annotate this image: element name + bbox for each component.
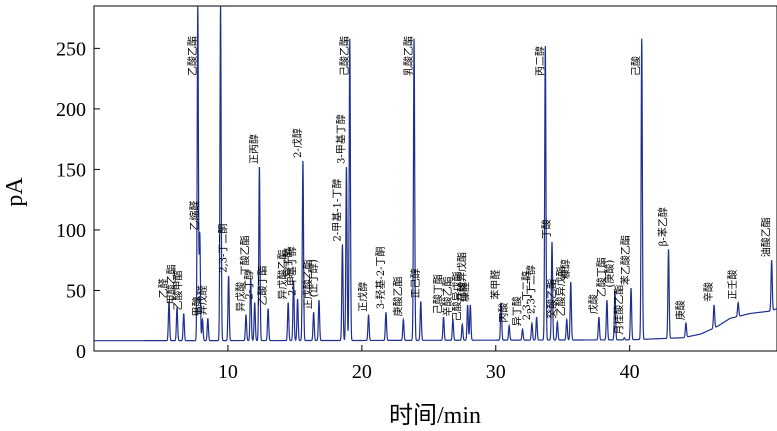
y-tick-label: 100 [56, 220, 86, 242]
peak-label: 辛酸 [702, 282, 715, 302]
peak-label: 月桂酸乙酯 [612, 285, 625, 335]
peak-label: 2,3-丁二醇 [525, 265, 538, 314]
y-axis: 0 50 100 150 200 250 [56, 38, 100, 363]
peak-label: 乙酸乙酯 [186, 36, 199, 76]
peak-label: 庚酸乙酯 [391, 277, 404, 317]
x-tick-label: 10 [218, 361, 238, 383]
peak-label: 苯乙酸乙酯 [619, 235, 632, 285]
peak-label: 2,3-丁二酮 [218, 224, 230, 273]
peak-label: 乙酸甲酯 [172, 271, 185, 311]
peak-label: 2-甲基-1-丁醇 [330, 179, 343, 242]
peak-label: 2-丁醇 [243, 270, 256, 300]
peak-label: 己酸丁酯 [432, 274, 445, 314]
peak-label: 戊酸 [587, 294, 600, 314]
y-tick-label: 200 [56, 99, 86, 121]
y-axis-label: pA [2, 177, 28, 207]
peak-label: 正己醇 [409, 268, 422, 298]
x-tick-label: 30 [486, 361, 506, 383]
peak-label: 2-戊醇 [291, 128, 304, 158]
peak-label: 异丁醇 [282, 248, 295, 278]
peak-label: 正戊醇 [357, 282, 370, 312]
y-tick-label: 50 [66, 280, 86, 302]
chromatogram-trace [94, 5, 777, 342]
peak-label: 3-甲基丁醇 [334, 114, 347, 164]
y-tick-label: 150 [56, 159, 86, 181]
peak-label: 异戊酸乙酯 [276, 250, 289, 300]
peak-label: 乙醛 [157, 278, 170, 298]
peak-label: 己酸异戊酯 [456, 252, 469, 302]
peak-label: 丁酸乙酯 [239, 235, 252, 275]
peak-label: 己酸异戊酯 [450, 271, 463, 321]
peak-label: 异戊醛 [196, 285, 209, 315]
x-axis: 10 20 30 40 [218, 345, 640, 383]
x-tick-label: 40 [620, 361, 640, 383]
peak-label: 己酸 [630, 56, 643, 76]
peak-label: 2,3-丁二醇 [520, 271, 533, 320]
peak-label: 辛酸乙酯 [441, 277, 454, 317]
plot-frame [93, 5, 777, 352]
peak-label: 癸酸乙酯 [545, 279, 558, 319]
peak-label: 苯甲醛 [489, 270, 502, 300]
peak-label: 己酸乙酯 [338, 36, 351, 76]
peak-label: 乙缩醛 [188, 201, 201, 231]
peak-label: 乙酸丁酯 [595, 257, 608, 297]
trace-layer [94, 5, 777, 342]
peak-label: (庚酸) [603, 260, 616, 288]
peak-label: 糠醇 [559, 259, 572, 279]
peak-label: 异丁酸 [511, 296, 524, 326]
y-tick-label: 0 [76, 341, 86, 363]
peak-label: 糠醛 [458, 282, 471, 302]
x-tick-label: 20 [352, 361, 372, 383]
peak-label: 油酸乙酯 [760, 217, 773, 257]
y-tick-label: 250 [56, 38, 86, 60]
peak-label: 庚酸 [674, 300, 687, 320]
peak-label: 甲酸乙酯 [165, 264, 178, 304]
peak-label: 正戊酸乙酯 [302, 259, 315, 309]
peak-label: 2-甲基丁醇 [286, 246, 299, 296]
x-axis-label: 时间/min [389, 402, 481, 429]
peak-label: 正壬酸 [726, 270, 739, 300]
plot-border [93, 5, 777, 352]
peak-label: 乙酸丁酯 [256, 266, 269, 306]
peak-label: 甲醇 [191, 297, 204, 317]
peak-label: 3-羟基-2-丁酮 [374, 246, 387, 309]
peak-label: 正丙醇 [247, 134, 260, 164]
peak-label: 乳酸乙酯 [402, 36, 415, 76]
peak-label: 异戊酸 [234, 282, 247, 312]
peak-label: 乙酸异戊酯 [555, 267, 568, 317]
peak-label: 丙二醇 [533, 46, 546, 76]
peak-label: β-苯乙醇 [657, 207, 670, 246]
peak-label: 丁酸 [540, 219, 553, 239]
peak-label: 丙酸 [497, 303, 510, 323]
peak-label: (正丁醇) [307, 259, 320, 297]
